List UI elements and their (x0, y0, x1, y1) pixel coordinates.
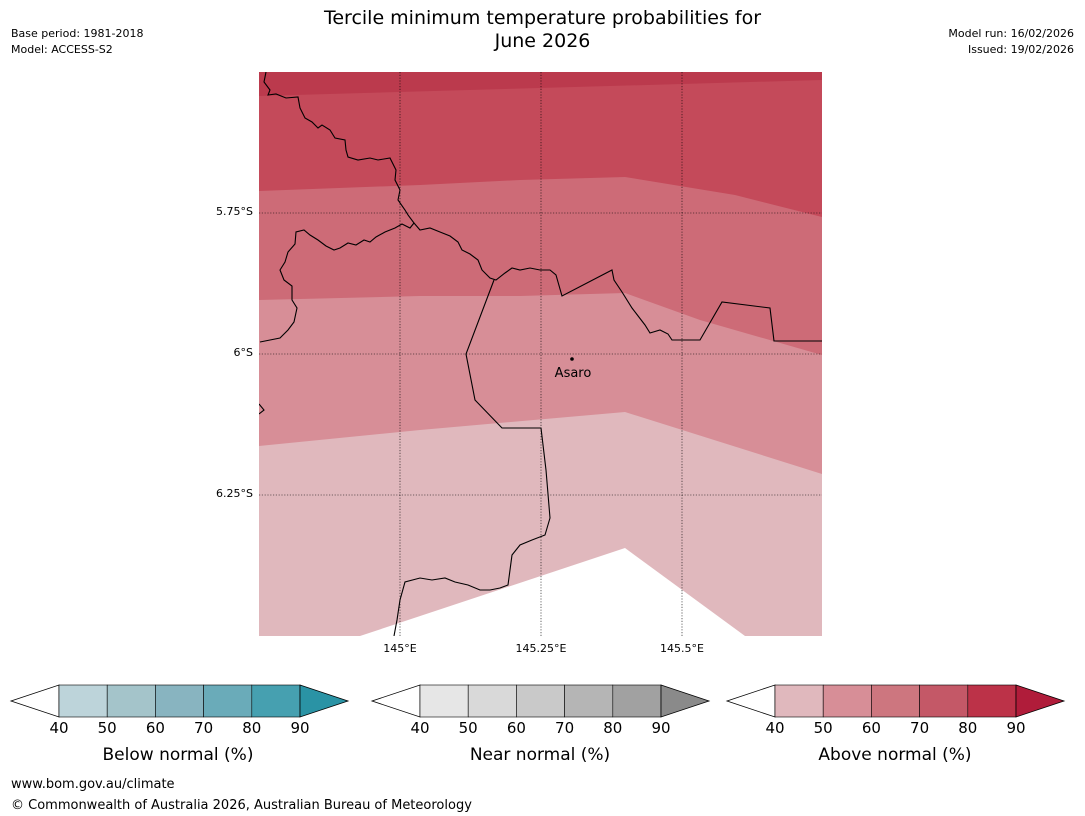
colorbar-segment (871, 684, 920, 718)
colorbar-segment (774, 684, 824, 718)
colorbar-tick-label: 60 (145, 719, 165, 737)
lon-label-145: 145°E (383, 642, 417, 655)
colorbar-segment (467, 684, 517, 718)
model-text: Model: ACCESS-S2 (11, 43, 113, 56)
colorbar-segment (419, 684, 469, 718)
colorbar-tick-label: 90 (651, 719, 671, 737)
colorbar-tick-label: 40 (765, 719, 785, 737)
colorbar-below-normal (9, 684, 350, 718)
colorbar-tick-label: 40 (49, 719, 69, 737)
colorbar-near-normal (370, 684, 711, 718)
colorbars (9, 684, 1066, 718)
colorbar-tick-label: 90 (290, 719, 310, 737)
metadata-left: Base period: 1981-2018 Model: ACCESS-S2 (11, 26, 143, 58)
colorbar-segment (919, 684, 969, 718)
lon-label-145-25: 145.25°E (515, 642, 567, 655)
border-mid-west (413, 222, 822, 342)
colorbar-tick-label: 80 (242, 719, 262, 737)
province-borders (259, 72, 822, 636)
colorbar-tick-label: 60 (506, 719, 526, 737)
colorbar-segment (822, 684, 872, 718)
colorbar-tick-label: 50 (97, 719, 117, 737)
base-period-text: Base period: 1981-2018 (11, 27, 144, 40)
issued-text: Issued: 19/02/2026 (967, 43, 1074, 56)
colorbar-tick-label: 60 (861, 719, 881, 737)
footer-copyright: © Commonwealth of Australia 2026, Austra… (11, 798, 472, 813)
colorbar-segment (251, 684, 301, 718)
colorbar-segment (203, 684, 253, 718)
colorbar-segment (58, 684, 108, 718)
colorbar-tick-label: 80 (958, 719, 978, 737)
colorbar-tick-label: 70 (555, 719, 575, 737)
model-run-text: Model run: 16/02/2026 (948, 27, 1074, 40)
lon-label-145-5: 145.5°E (660, 642, 704, 655)
border-central (393, 279, 551, 636)
lat-label-5-75: 5.75°S (216, 205, 253, 218)
colorbar-segment (155, 684, 204, 718)
title-line-1: Tercile minimum temperature probabilitie… (323, 7, 762, 29)
colorbar-tick-label: 40 (410, 719, 430, 737)
lat-label-6: 6°S (233, 346, 253, 359)
near-normal-label: Near normal (%) (469, 745, 611, 765)
colorbar-tick-label: 50 (813, 719, 833, 737)
colorbar-tick-label: 70 (194, 719, 214, 737)
chart-title: Tercile minimum temperature probabilitie… (0, 7, 1085, 53)
colorbar-over-triangle (1015, 684, 1066, 718)
border-west-edge (259, 403, 265, 415)
lat-label-6-25: 6.25°S (216, 487, 253, 500)
title-line-2: June 2026 (494, 30, 591, 52)
colorbar-under-triangle (9, 684, 60, 718)
colorbar-tick-label: 70 (910, 719, 930, 737)
nodata-region (360, 548, 745, 636)
colorbar-over-triangle (299, 684, 350, 718)
footer: www.bom.gov.au/climate © Commonwealth of… (11, 774, 472, 816)
colorbar-above-normal (725, 684, 1066, 718)
colorbar-segment (106, 684, 156, 718)
border-north-west (259, 72, 415, 343)
asaro-marker (570, 357, 574, 361)
colorbar-segment (516, 684, 565, 718)
colorbar-segment (967, 684, 1017, 718)
colorbar-tick-label: 80 (603, 719, 623, 737)
colorbar-under-triangle (370, 684, 421, 718)
above-normal-label: Above normal (%) (818, 745, 972, 765)
colorbar-tick-label: 50 (458, 719, 478, 737)
metadata-right: Model run: 16/02/2026 Issued: 19/02/2026 (948, 26, 1074, 58)
colorbar-segment (564, 684, 614, 718)
below-normal-label: Below normal (%) (102, 745, 254, 765)
colorbar-tick-label: 90 (1006, 719, 1026, 737)
colorbar-over-triangle (660, 684, 711, 718)
colorbar-segment (612, 684, 662, 718)
asaro-label: Asaro (555, 366, 592, 381)
band-above-70 (259, 72, 822, 217)
footer-url: www.bom.gov.au/climate (11, 777, 175, 792)
colorbar-under-triangle (725, 684, 776, 718)
